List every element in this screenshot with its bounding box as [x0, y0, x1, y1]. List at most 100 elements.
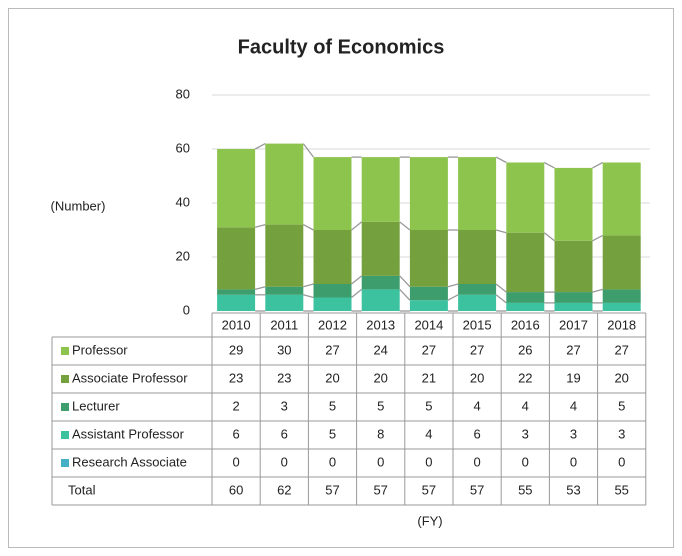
y-tick-label: 60: [176, 140, 190, 155]
bar-segment: [554, 167, 593, 241]
table-cell: 57: [373, 482, 387, 497]
series-line: [302, 143, 315, 158]
bar-segment: [361, 275, 400, 290]
table-cell: 23: [229, 370, 243, 385]
bar-segment: [602, 162, 641, 236]
table-cell: 3: [570, 426, 577, 441]
table-cell: 26: [518, 342, 532, 357]
series-line: [399, 221, 411, 231]
table-cell: 57: [422, 482, 436, 497]
series-line: [447, 283, 459, 288]
bar-segment: [506, 292, 545, 303]
bar-segment: [409, 300, 448, 311]
bar-segment: [458, 294, 497, 311]
x-tick-label: 2017: [559, 317, 588, 332]
bar-segment: [409, 157, 448, 230]
bar-segment: [265, 294, 304, 311]
bar-segment: [313, 230, 352, 284]
y-tick-label: 20: [176, 248, 190, 263]
bar-segment: [313, 297, 352, 311]
table-cell: 0: [522, 454, 529, 469]
table-cell: 21: [422, 370, 436, 385]
bar-segment: [217, 294, 256, 311]
bar-segment: [361, 289, 400, 311]
bar-segment: [602, 302, 641, 311]
legend-key: [61, 459, 69, 467]
table-cell: 57: [470, 482, 484, 497]
bar-segment: [217, 227, 256, 290]
table-cell: 29: [229, 342, 243, 357]
table-cell: 20: [325, 370, 339, 385]
bar-segment: [409, 230, 448, 287]
table-cell: 6: [281, 426, 288, 441]
table-cell: 20: [614, 370, 628, 385]
chart-title: Faculty of Economics: [238, 36, 445, 58]
bar-segment: [217, 149, 256, 228]
legend-label: Assistant Professor: [72, 426, 185, 441]
bar-segment: [554, 292, 593, 303]
legend-key: [61, 347, 69, 355]
table-cell: 0: [473, 454, 480, 469]
table-cell: 0: [281, 454, 288, 469]
bar-segment: [265, 143, 304, 225]
table-cell: 3: [618, 426, 625, 441]
table-cell: 5: [618, 398, 625, 413]
table-cell: 62: [277, 482, 291, 497]
series-line: [351, 288, 363, 299]
y-axis-label: (Number): [51, 198, 106, 213]
series-line: [592, 234, 604, 242]
table-cell: 57: [325, 482, 339, 497]
bar-segment: [313, 157, 352, 230]
bar-segment: [506, 162, 545, 233]
table-cell: 0: [425, 454, 432, 469]
series-line: [399, 275, 411, 288]
table-cell: 24: [373, 342, 387, 357]
series-line: [254, 143, 266, 150]
table-cell: 30: [277, 342, 291, 357]
table-cell: 3: [522, 426, 529, 441]
bar-segment: [458, 157, 497, 230]
legend-label: Research Associate: [72, 454, 187, 469]
table-row-label: Total: [68, 482, 96, 497]
table-cell: 3: [281, 398, 288, 413]
series-line: [351, 221, 363, 231]
table-cell: 27: [566, 342, 580, 357]
x-tick-label: 2011: [270, 317, 298, 332]
bar-segment: [361, 221, 400, 276]
series-line: [495, 229, 507, 234]
y-tick-label: 40: [176, 194, 190, 209]
x-tick-label: 2010: [222, 317, 251, 332]
legend-label: Associate Professor: [72, 370, 188, 385]
table-cell: 6: [473, 426, 480, 441]
y-tick-label: 80: [176, 86, 190, 101]
bar-segment: [313, 284, 352, 298]
series-line: [399, 288, 411, 301]
table-cell: 27: [614, 342, 628, 357]
table-cell: 0: [329, 454, 336, 469]
series-line: [254, 286, 266, 291]
series-line: [543, 232, 555, 242]
table-cell: 5: [329, 426, 336, 441]
x-tick-label: 2013: [366, 317, 395, 332]
table-cell: 27: [325, 342, 339, 357]
x-axis-label: (FY): [417, 513, 442, 528]
x-tick-label: 2015: [463, 317, 492, 332]
table-cell: 23: [277, 370, 291, 385]
table-cell: 0: [618, 454, 625, 469]
series-line: [543, 161, 555, 169]
table-cell: 5: [425, 398, 432, 413]
x-tick-label: 2016: [511, 317, 540, 332]
bar-segment: [554, 302, 593, 311]
table-cell: 0: [232, 454, 239, 469]
series-line: [495, 156, 507, 164]
chart-border: [8, 8, 674, 548]
series-line: [592, 288, 603, 293]
series-line: [303, 294, 314, 299]
legend-key: [61, 403, 69, 411]
table-cell: 4: [570, 398, 577, 413]
series-line: [303, 283, 314, 288]
legend-key: [61, 431, 69, 439]
legend-key: [61, 375, 69, 383]
series-line: [447, 294, 459, 301]
